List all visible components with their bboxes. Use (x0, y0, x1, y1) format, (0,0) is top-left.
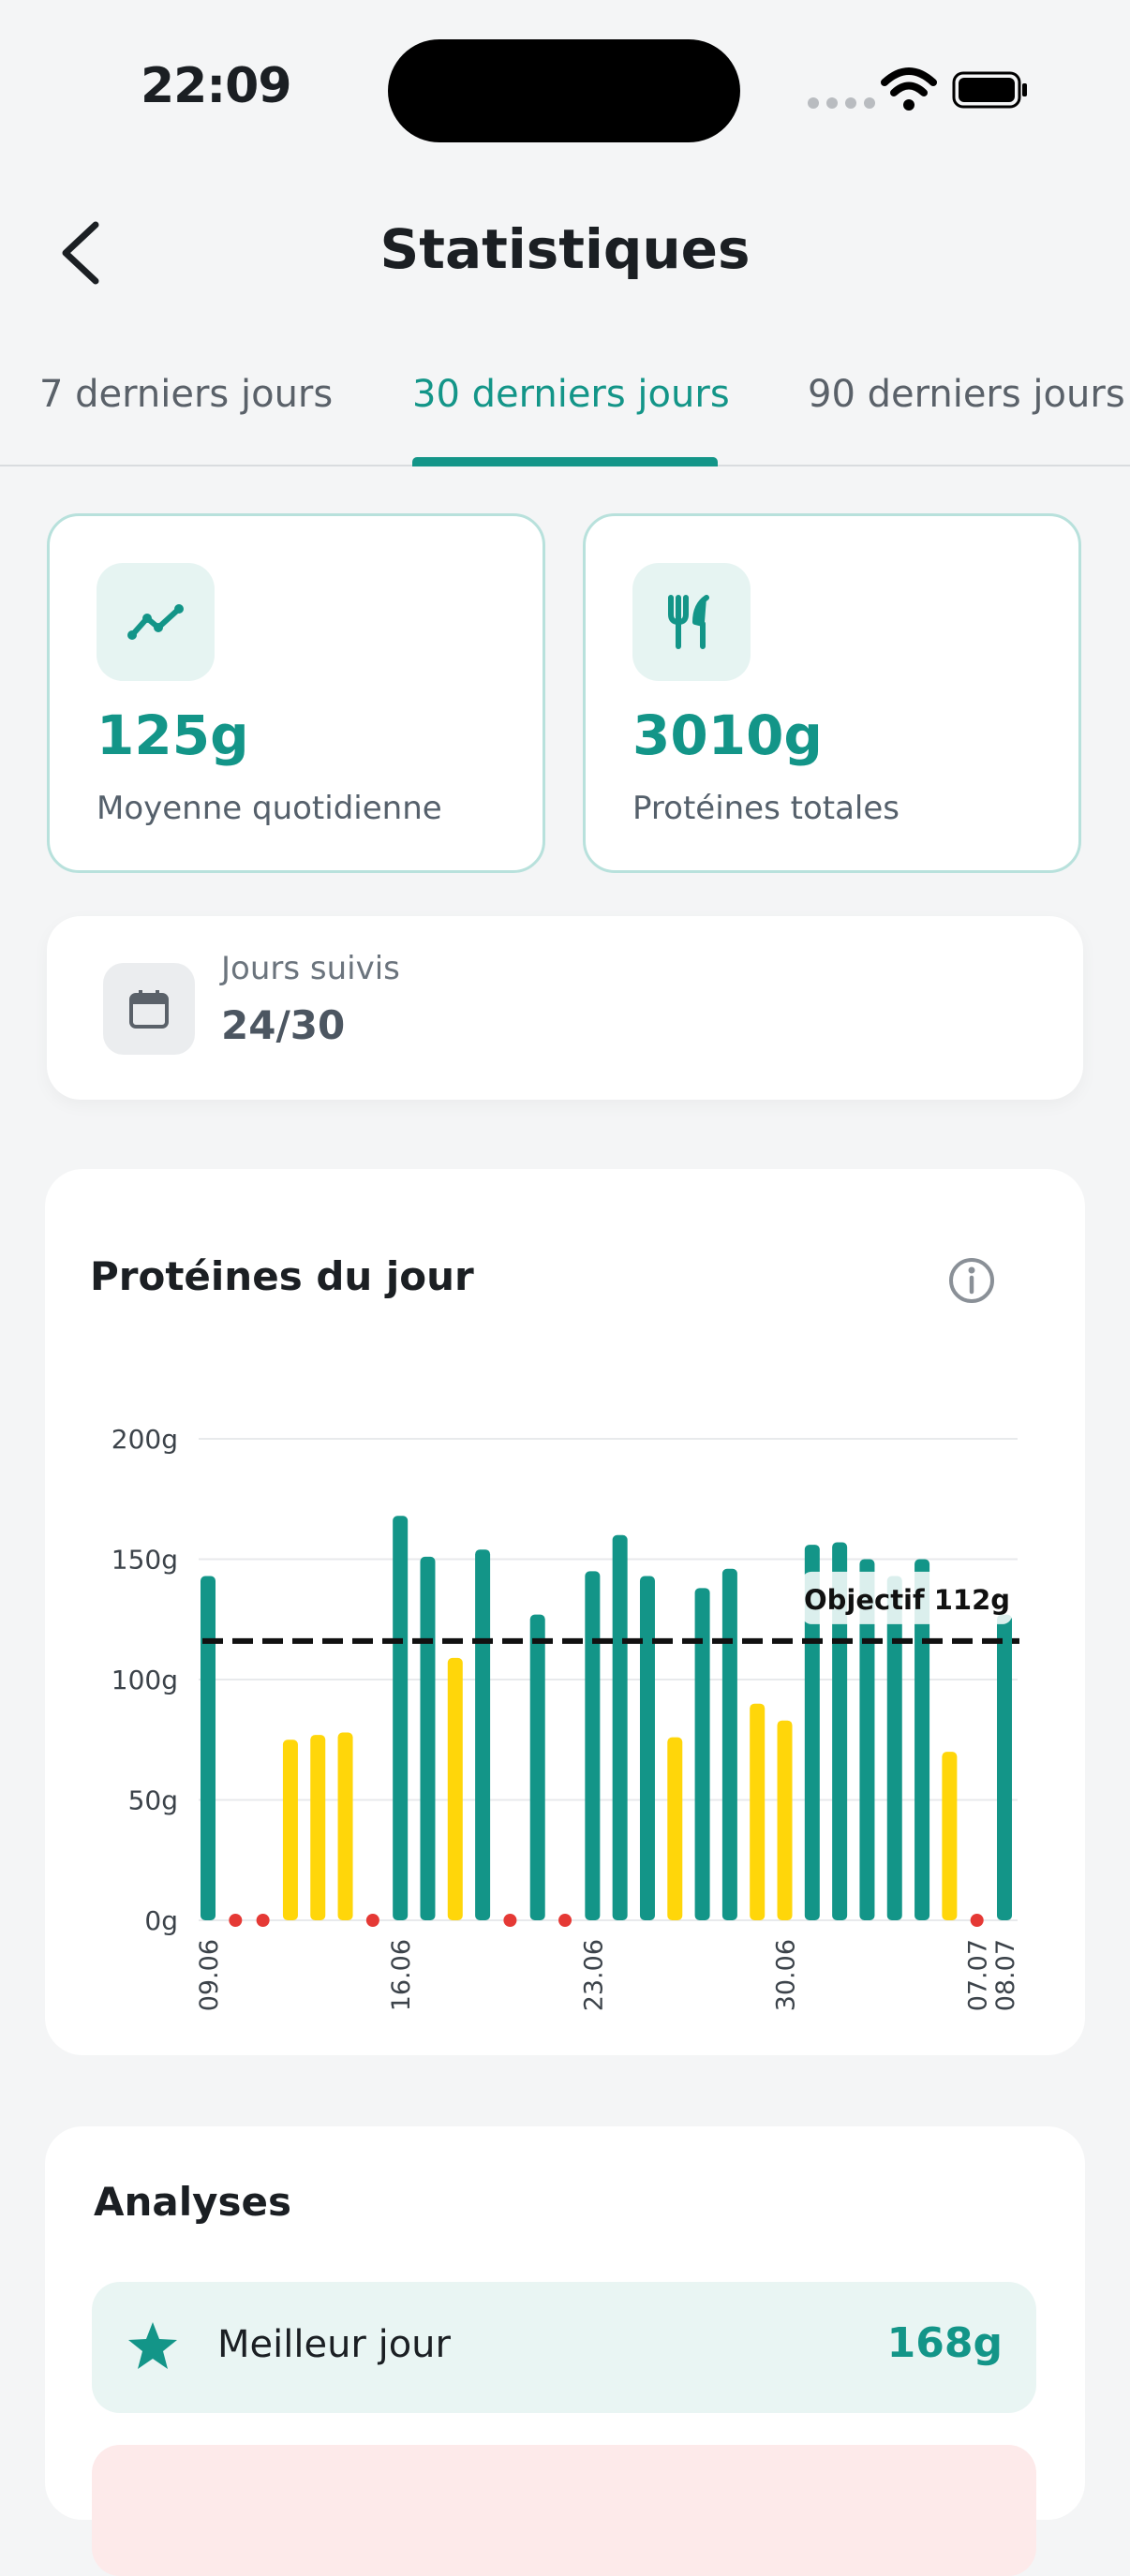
cellular-signal-icon (808, 97, 875, 109)
missed-day-marker (229, 1914, 243, 1927)
tab-30-days[interactable]: 30 derniers jours (412, 373, 730, 416)
analyses-card: Analyses Meilleur jour 168g (45, 2126, 1085, 2576)
protein-bar (282, 1740, 298, 1920)
x-tick-label: 30.06 (772, 1939, 801, 2011)
missed-day-marker (970, 1914, 984, 1927)
trend-line-icon (97, 563, 215, 681)
tracked-days-value: 24/30 (221, 1002, 346, 1048)
protein-bar (667, 1737, 683, 1920)
protein-bar (420, 1556, 436, 1920)
protein-bar (447, 1657, 463, 1920)
analysis-row[interactable] (92, 2445, 1036, 2576)
protein-bar (639, 1576, 655, 1920)
missed-day-marker (558, 1914, 572, 1927)
page-title: Statistiques (379, 217, 751, 281)
protein-bar (201, 1576, 216, 1920)
protein-bar (942, 1752, 958, 1920)
analyses-title: Analyses (94, 2179, 292, 2225)
x-tick-label: 23.06 (579, 1939, 608, 2011)
missed-day-marker (503, 1914, 517, 1927)
total-card: 3010g Protéines totales (583, 513, 1081, 873)
fork-knife-icon (632, 563, 751, 681)
protein-bar (529, 1614, 545, 1920)
best-day-row[interactable]: Meilleur jour 168g (92, 2282, 1036, 2413)
tracked-days-label: Jours suivis (221, 950, 400, 987)
protein-bar (859, 1559, 875, 1920)
protein-bar (750, 1703, 766, 1920)
x-tick-label: 09.06 (195, 1939, 224, 2011)
tab-7-days[interactable]: 7 derniers jours (39, 373, 334, 416)
calendar-icon (103, 963, 195, 1055)
y-tick-label: 50g (128, 1785, 178, 1816)
protein-bar (393, 1516, 409, 1920)
x-tick-label: 16.06 (387, 1939, 416, 2011)
protein-bar (612, 1534, 628, 1920)
y-tick-label: 100g (112, 1665, 178, 1695)
dynamic-island (388, 39, 740, 142)
info-icon[interactable] (946, 1255, 997, 1306)
average-card: 125g Moyenne quotidienne (47, 513, 545, 873)
protein-bar (721, 1568, 737, 1920)
protein-bar (832, 1542, 848, 1920)
protein-bar (997, 1614, 1012, 1920)
goal-label-bg (802, 1571, 1012, 1624)
y-tick-label: 200g (112, 1424, 178, 1455)
protein-bar (777, 1720, 793, 1920)
x-tick-label: 07.07 (964, 1939, 993, 2011)
best-day-value: 168g (886, 2319, 1003, 2367)
back-button[interactable] (52, 217, 109, 289)
total-label: Protéines totales (632, 790, 900, 827)
tab-90-days[interactable]: 90 derniers jours (808, 373, 1125, 416)
daily-protein-chart-card: Protéines du jour 0g 50g 100g 150g 200g Objec… (45, 1169, 1085, 2055)
y-tick-label: 150g (112, 1545, 178, 1576)
total-value: 3010g (632, 703, 823, 767)
active-tab-indicator (412, 457, 718, 466)
average-value: 125g (97, 703, 249, 767)
missed-day-marker (365, 1914, 379, 1927)
protein-bar (310, 1735, 326, 1920)
protein-bar (914, 1559, 930, 1920)
tracked-days-card: Jours suivis 24/30 (47, 916, 1083, 1100)
average-label: Moyenne quotidienne (97, 790, 442, 827)
wifi-icon (881, 67, 937, 111)
protein-bar-chart: 0g 50g 100g 150g 200g Objectif 112g 09.06 16.06… (112, 1424, 1020, 2011)
best-day-label: Meilleur jour (217, 2323, 451, 2366)
missed-day-marker (256, 1914, 270, 1927)
protein-bar (337, 1732, 353, 1920)
goal-label: Objectif 112g (804, 1584, 1010, 1616)
chart-title: Protéines du jour (90, 1253, 474, 1299)
y-tick-label: 0g (144, 1905, 178, 1936)
protein-bar (886, 1576, 902, 1920)
protein-bar (694, 1588, 710, 1920)
protein-bar (475, 1549, 491, 1920)
status-time: 22:09 (141, 58, 292, 114)
battery-icon (952, 71, 1027, 109)
protein-bar (585, 1571, 601, 1920)
star-icon (128, 2322, 177, 2369)
x-tick-label: 08.07 (991, 1939, 1020, 2011)
